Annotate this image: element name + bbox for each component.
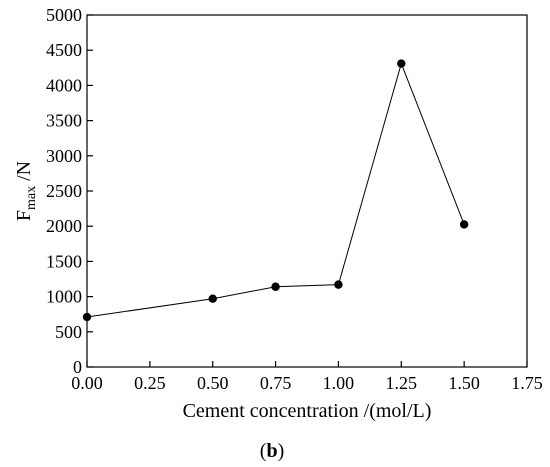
- y-tick-label: 500: [55, 322, 82, 342]
- panel-label-open: (: [260, 440, 267, 462]
- data-point: [82, 312, 92, 322]
- x-tick-label: 1.00: [323, 373, 355, 393]
- y-tick-label: 2500: [46, 181, 82, 201]
- data-point: [271, 282, 280, 291]
- data-point: [459, 220, 469, 229]
- x-axis-title: Cement concentration /(mol/L): [183, 400, 432, 422]
- data-point: [397, 59, 406, 68]
- x-tick-label: 1.25: [386, 373, 418, 393]
- x-tick-label: 1.75: [511, 373, 543, 393]
- series-line: [86, 62, 465, 318]
- y-axis-title-unit: /N: [13, 161, 35, 186]
- y-tick-label: 3000: [46, 146, 82, 166]
- y-tick-label: 1000: [46, 287, 82, 307]
- y-tick-label: 2000: [46, 216, 82, 236]
- x-tick-label: 0.25: [134, 373, 166, 393]
- plot-frame: [86, 14, 528, 368]
- y-tick-label: 1500: [46, 251, 82, 271]
- y-axis-title-subscript: max: [24, 186, 39, 210]
- y-tick-label: 3500: [46, 111, 82, 131]
- panel-label-close: ): [278, 440, 285, 462]
- y-tick-label: 4000: [46, 75, 82, 95]
- series-layer: [82, 59, 469, 322]
- y-axis-title: Fmax /N: [13, 161, 39, 221]
- y-axis-title-main: F: [13, 210, 35, 221]
- y-tick-label: 4500: [46, 40, 82, 60]
- panel-label-letter: b: [266, 440, 277, 462]
- x-tick-label: 0.50: [197, 373, 229, 393]
- axes: 0.00 0.25 0.50 0.75 1.00 1.25 1.50 1.75 0 500 1000…: [46, 5, 543, 393]
- data-point: [208, 294, 217, 303]
- panel-label: (b): [260, 440, 284, 462]
- y-tick-label: 5000: [46, 5, 82, 25]
- x-tick-label: 0.75: [260, 373, 292, 393]
- x-tick-label: 1.50: [448, 373, 480, 393]
- y-tick-label: 0: [73, 357, 82, 377]
- data-point: [334, 280, 343, 289]
- x-tick-label: 0.00: [71, 373, 103, 393]
